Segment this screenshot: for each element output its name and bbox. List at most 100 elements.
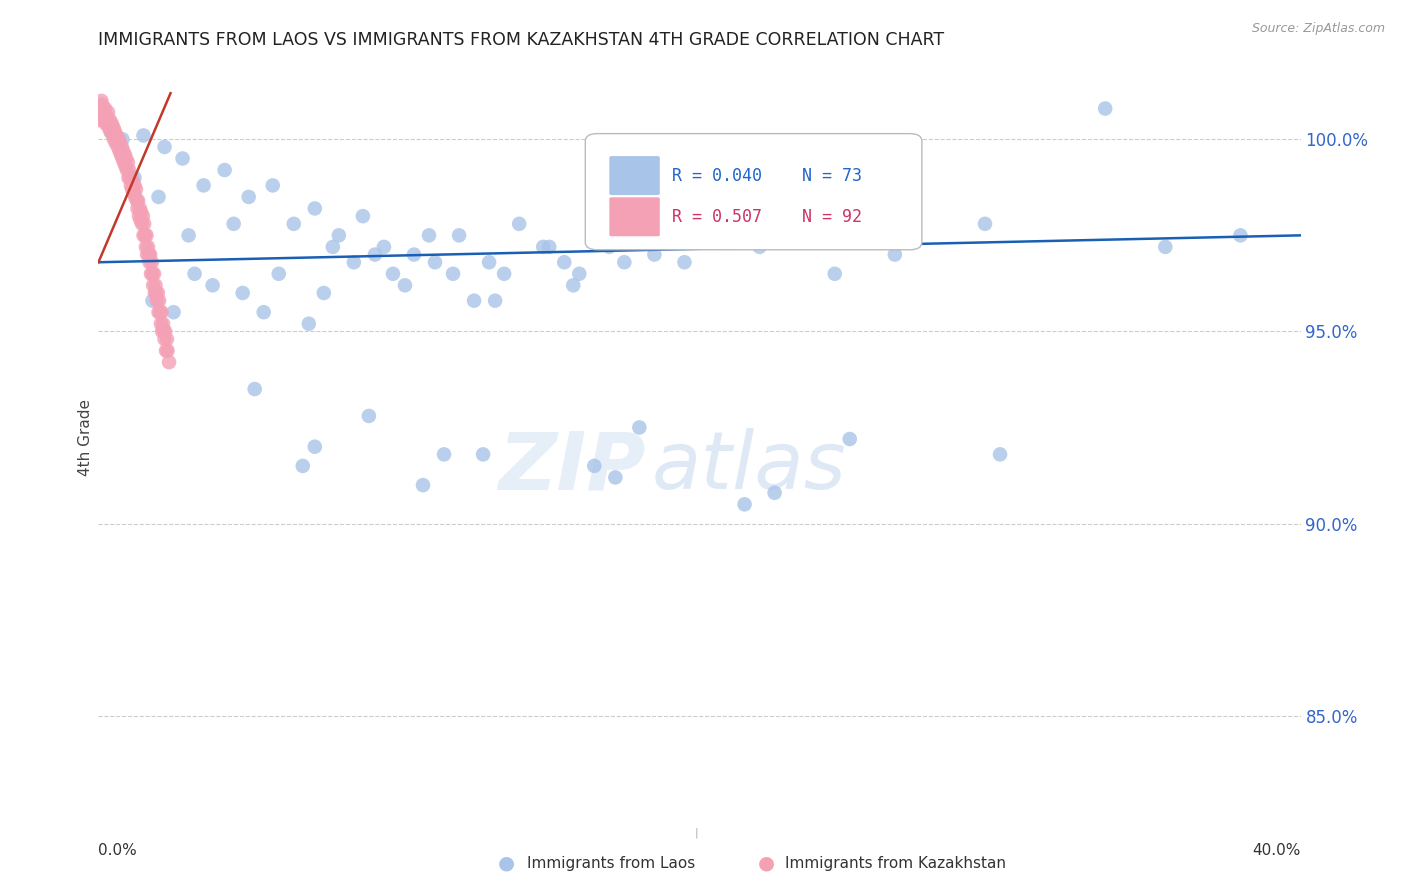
Point xyxy=(214,163,236,178)
Point xyxy=(628,420,651,434)
Point xyxy=(141,267,163,281)
Point xyxy=(447,228,470,243)
Point xyxy=(146,285,169,300)
Point xyxy=(111,152,134,166)
Point xyxy=(508,217,530,231)
Point xyxy=(101,117,124,131)
Point xyxy=(538,240,561,254)
Point xyxy=(108,132,131,146)
Point xyxy=(111,132,134,146)
Point xyxy=(974,217,997,231)
Point xyxy=(148,190,170,204)
Point xyxy=(103,120,125,135)
Point xyxy=(343,255,366,269)
Point xyxy=(94,102,117,116)
Point xyxy=(118,170,141,185)
Point xyxy=(98,113,121,128)
Point xyxy=(605,470,627,484)
Point xyxy=(253,305,276,319)
Point xyxy=(156,343,179,358)
Text: Immigrants from Kazakhstan: Immigrants from Kazakhstan xyxy=(785,856,1005,871)
Point xyxy=(100,117,122,131)
Point xyxy=(91,97,114,112)
Point xyxy=(128,209,150,223)
Point xyxy=(824,267,846,281)
Text: ●: ● xyxy=(758,854,775,873)
Point xyxy=(262,178,284,193)
Point xyxy=(129,213,152,227)
Point xyxy=(120,178,142,193)
Point xyxy=(117,170,139,185)
Point xyxy=(143,285,166,300)
Point xyxy=(128,202,150,216)
Point xyxy=(132,217,155,231)
Point xyxy=(114,159,136,173)
Point xyxy=(238,190,260,204)
Point xyxy=(121,182,143,196)
Point xyxy=(494,267,516,281)
FancyBboxPatch shape xyxy=(585,134,922,250)
Text: R = 0.040    N = 73: R = 0.040 N = 73 xyxy=(672,167,862,185)
Point xyxy=(478,255,501,269)
Point xyxy=(141,293,163,308)
Point xyxy=(193,178,215,193)
Point xyxy=(143,267,166,281)
Point xyxy=(104,125,127,139)
Point xyxy=(94,117,117,131)
Point xyxy=(115,163,138,178)
Point xyxy=(150,325,173,339)
Point xyxy=(734,497,756,511)
Text: ●: ● xyxy=(498,854,515,873)
Point xyxy=(148,305,170,319)
Text: Immigrants from Laos: Immigrants from Laos xyxy=(527,856,696,871)
Point xyxy=(101,128,124,143)
Point xyxy=(152,317,174,331)
Point xyxy=(568,267,591,281)
Point xyxy=(90,94,112,108)
Point xyxy=(100,125,122,139)
Point xyxy=(122,186,145,200)
Point xyxy=(381,267,404,281)
Point xyxy=(100,125,122,139)
Point xyxy=(298,317,321,331)
Point xyxy=(472,447,495,461)
Point xyxy=(124,190,146,204)
Point xyxy=(124,170,146,185)
Point xyxy=(1094,102,1116,116)
Point xyxy=(583,458,606,473)
Point xyxy=(132,209,155,223)
Point xyxy=(108,144,131,158)
Point xyxy=(201,278,224,293)
Point xyxy=(838,432,860,446)
Point xyxy=(114,147,136,161)
Point xyxy=(134,228,156,243)
Point xyxy=(135,240,157,254)
Text: Source: ZipAtlas.com: Source: ZipAtlas.com xyxy=(1251,22,1385,36)
Point xyxy=(105,128,128,143)
Point xyxy=(145,285,167,300)
Point xyxy=(93,113,115,128)
Point xyxy=(129,205,152,219)
Point xyxy=(155,343,177,358)
Point xyxy=(110,147,132,161)
Point xyxy=(93,109,115,123)
Point xyxy=(412,478,434,492)
Point xyxy=(124,178,146,193)
Point xyxy=(222,217,245,231)
Point xyxy=(118,163,141,178)
Point xyxy=(531,240,554,254)
Point xyxy=(121,170,143,185)
Point xyxy=(150,305,173,319)
Point xyxy=(643,247,665,261)
Point xyxy=(373,240,395,254)
Point xyxy=(112,144,135,158)
Point xyxy=(149,305,172,319)
Point xyxy=(146,293,169,308)
Point xyxy=(89,113,111,128)
Text: 0.0%: 0.0% xyxy=(98,843,138,858)
Point xyxy=(135,228,157,243)
Point xyxy=(1229,228,1251,243)
Point xyxy=(142,278,165,293)
Point xyxy=(162,305,184,319)
Point xyxy=(328,228,350,243)
